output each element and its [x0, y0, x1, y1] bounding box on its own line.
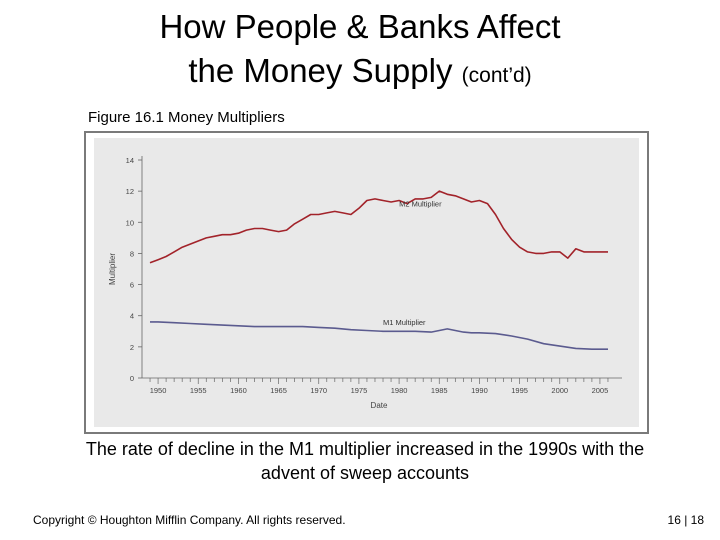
- y-tick-label: 10: [126, 218, 134, 227]
- page-number: 16 | 18: [667, 513, 704, 527]
- money-multipliers-chart: 0 2 4 6 8 10 12 14 1950 1955 1960 1965 1970 1975 1980 1…: [94, 138, 639, 427]
- m2-multiplier-line: [149, 190, 608, 264]
- y-tick-label: 12: [126, 187, 134, 196]
- y-tick-label: 6: [130, 281, 134, 290]
- y-tick-label: 2: [130, 343, 134, 352]
- title-line-2: the Money Supply (cont’d): [0, 52, 720, 95]
- chart-background: [94, 138, 639, 427]
- figure-note: The rate of decline in the M1 multiplier…: [85, 439, 645, 483]
- x-tick-label: 1955: [190, 386, 207, 395]
- title-line-1: How People & Banks Affect: [159, 8, 561, 45]
- m1-series-label: M1 Multiplier: [383, 318, 426, 327]
- m2-series-label: M2 Multiplier: [399, 200, 442, 209]
- m1-multiplier-line: [150, 321, 608, 350]
- x-tick-label: 1960: [230, 386, 247, 395]
- x-tick-label: 1965: [270, 386, 287, 395]
- x-tick-label: 2000: [551, 386, 568, 395]
- x-tick-label: 1980: [391, 386, 408, 395]
- x-tick-label: 1985: [431, 386, 448, 395]
- x-tick-label: 1970: [310, 386, 327, 395]
- y-tick-label: 4: [130, 312, 134, 321]
- copyright-notice: Copyright © Houghton Mifflin Company. Al…: [33, 513, 346, 527]
- x-tick-label: 1990: [471, 386, 488, 395]
- money-multipliers-figure: 0 2 4 6 8 10 12 14 1950 1955 1960 1965 1970 1975 1980 1…: [84, 131, 649, 434]
- x-tick-label: 1975: [351, 386, 368, 395]
- y-axis-label: Multiplier: [108, 253, 117, 285]
- x-tick-label: 1950: [150, 386, 167, 395]
- y-tick-label: 8: [130, 249, 134, 258]
- title-line-2-text: the Money Supply: [188, 52, 453, 89]
- x-tick-label: 1995: [511, 386, 528, 395]
- x-tick-label: 2005: [592, 386, 609, 395]
- x-axis-label: Date: [371, 401, 388, 410]
- y-tick-label: 0: [130, 374, 134, 383]
- title-suffix: (cont’d): [461, 64, 532, 87]
- y-tick-label: 14: [126, 156, 134, 165]
- figure-caption: Figure 16.1 Money Multipliers: [88, 109, 285, 126]
